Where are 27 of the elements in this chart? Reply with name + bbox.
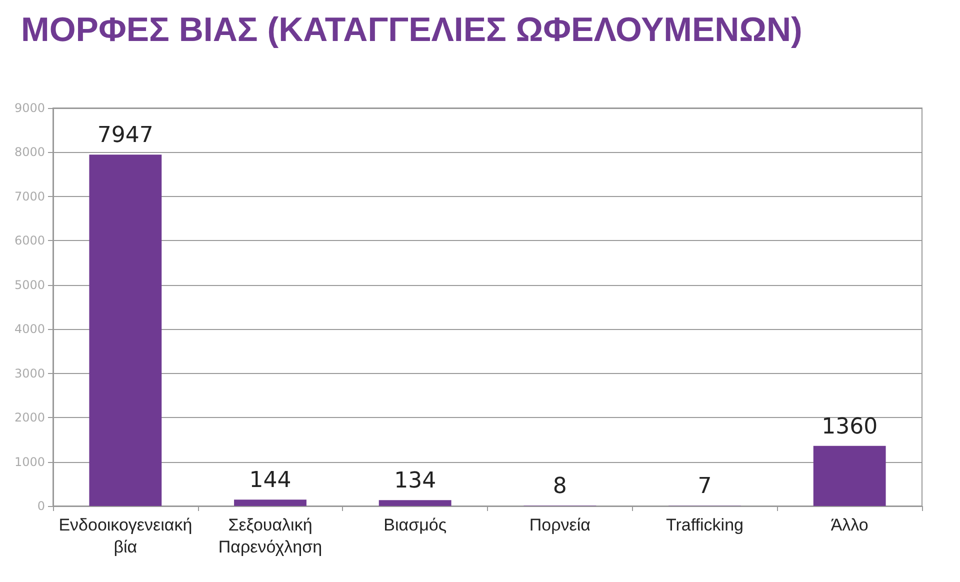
y-tick-label: 4000 <box>14 322 45 336</box>
data-label: 7 <box>698 474 712 500</box>
bar <box>378 500 452 506</box>
x-tick-label: Σεξουαλική Παρενόχληση <box>218 516 322 556</box>
bar <box>89 154 162 506</box>
bar <box>813 446 886 506</box>
y-tick-label: 5000 <box>14 278 45 292</box>
x-tick-label: Βιασμός <box>384 516 447 534</box>
y-tick-label: 2000 <box>14 410 45 425</box>
data-label: 1360 <box>822 414 878 440</box>
x-tick-label: Ενδοοικογενειακή βία <box>58 516 192 556</box>
x-tick-label: Πορνεία <box>529 516 591 534</box>
x-tick-label: Trafficking <box>666 516 744 534</box>
chart-title: ΜΟΡΦΕΣ ΒΙΑΣ (ΚΑΤΑΓΓΕΛΙΕΣ ΩΦΕΛΟΥΜΕΝΩΝ) <box>21 11 802 49</box>
y-tick-label: 6000 <box>14 234 45 248</box>
y-tick-label: 9000 <box>14 101 45 115</box>
y-tick-label: 7000 <box>14 189 45 204</box>
data-label: 8 <box>552 474 567 500</box>
data-label: 134 <box>394 468 436 494</box>
y-tick-label: 0 <box>37 499 45 513</box>
x-tick-label: Άλλο <box>830 516 868 534</box>
y-tick-label: 1000 <box>14 454 45 469</box>
y-tick-label: 3000 <box>14 366 45 380</box>
data-label: 144 <box>249 468 292 494</box>
bar <box>234 500 306 506</box>
y-tick-label: 8000 <box>14 145 45 160</box>
data-label: 7947 <box>97 123 154 148</box>
